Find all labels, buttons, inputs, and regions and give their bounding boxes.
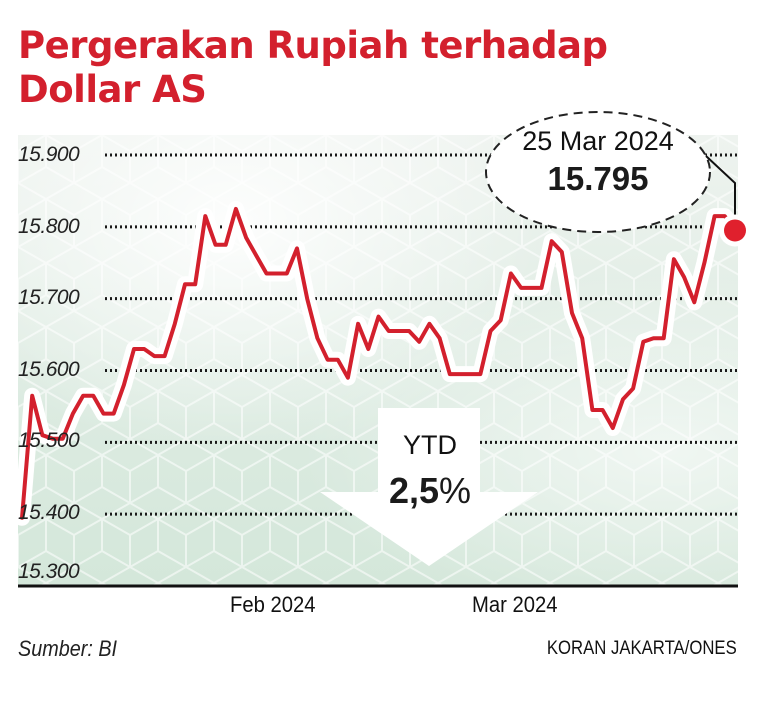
y-tick-15500: 15.500 xyxy=(18,429,80,452)
y-tick-15800: 15.800 xyxy=(18,215,80,238)
ytd-number: 2,5 xyxy=(388,470,440,511)
ytd-value: 2,5% xyxy=(360,470,500,512)
y-tick-15900: 15.900 xyxy=(18,143,80,166)
y-tick-15400: 15.400 xyxy=(18,501,80,524)
source-note: Sumber: BI xyxy=(18,636,118,661)
endpoint-marker xyxy=(724,219,746,242)
title-line-2: Dollar AS xyxy=(18,68,207,111)
credit-note: KORAN JAKARTA/ONES xyxy=(547,638,737,659)
latest-value-callout: 25 Mar 2024 15.795 xyxy=(487,112,709,232)
ytd-label: YTD xyxy=(403,430,457,460)
y-tick-15300: 15.300 xyxy=(18,560,80,583)
ytd-down-arrow-icon xyxy=(320,408,538,566)
y-tick-15700: 15.700 xyxy=(18,286,80,309)
callout-bubble xyxy=(485,111,711,233)
x-tick-feb-2024: Feb 2024 xyxy=(230,592,316,617)
ytd-unit: % xyxy=(439,470,472,511)
y-tick-15600: 15.600 xyxy=(18,358,80,381)
ytd-annotation: YTD 2,5% xyxy=(360,410,500,570)
callout-date: 25 Mar 2024 xyxy=(522,126,674,156)
title-line-1: Pergerakan Rupiah terhadap xyxy=(18,24,608,67)
chart-title: Pergerakan Rupiah terhadap Dollar AS xyxy=(18,24,608,112)
callout-value: 15.795 xyxy=(547,160,649,197)
rupiah-line xyxy=(20,206,737,520)
x-tick-mar-2024: Mar 2024 xyxy=(472,592,558,617)
